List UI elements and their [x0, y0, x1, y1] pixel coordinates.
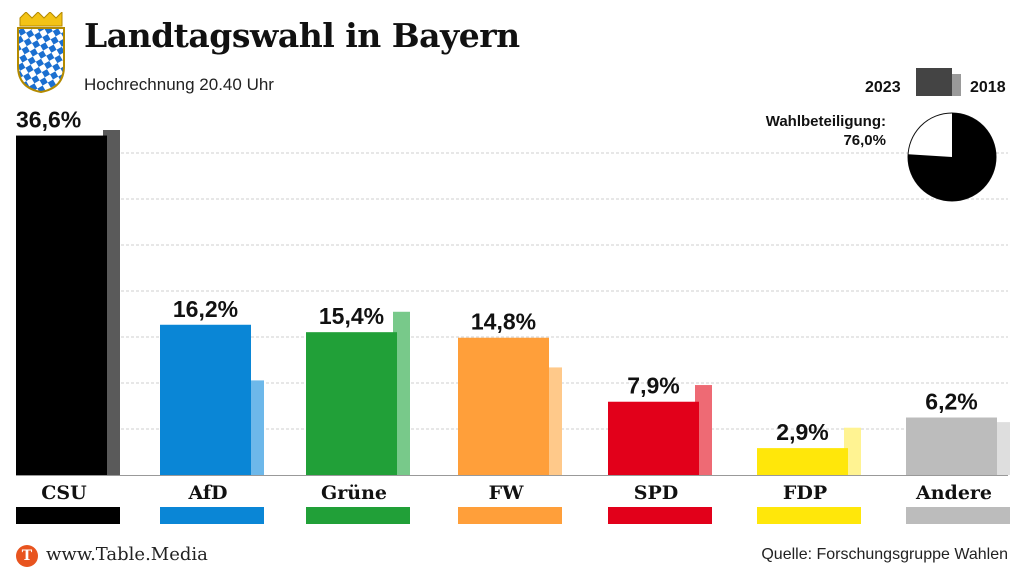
bar-2023-fw [458, 337, 549, 475]
bar-2018-fdp [844, 427, 861, 475]
footer-source: Quelle: Forschungsgruppe Wahlen [761, 546, 1008, 563]
bar-2023-grüne [306, 332, 397, 475]
page-subtitle: Hochrechnung 20.40 Uhr [84, 75, 274, 94]
bar-2023-andere [906, 417, 997, 475]
value-label-fw: 14,8% [471, 309, 536, 335]
legend-swatch-2023 [916, 68, 952, 96]
color-strip-fdp [757, 507, 861, 524]
bar-2018-afd [247, 380, 264, 475]
bar-2018-csu [103, 130, 120, 475]
category-label-afd: AfD [187, 482, 227, 504]
bar-2023-csu [16, 135, 107, 475]
pie-slice-turnout [908, 113, 996, 201]
value-label-afd: 16,2% [173, 296, 238, 322]
color-strip-spd [608, 507, 712, 524]
bar-2018-fw [545, 367, 562, 475]
value-label-andere: 6,2% [925, 389, 977, 415]
turnout-value: 76,0% [843, 132, 886, 149]
bar-2018-grüne [393, 311, 410, 475]
turnout-pie-chart [907, 112, 997, 202]
legend-swatch-2018 [952, 74, 961, 96]
category-label-fw: FW [489, 482, 524, 504]
turnout-label: Wahlbeteiligung: 76,0% [716, 112, 886, 150]
value-label-spd: 7,9% [627, 373, 679, 399]
bar-2023-spd [608, 401, 699, 475]
bar-2023-afd [160, 324, 251, 475]
bar-2018-spd [695, 385, 712, 475]
legend-label-2018: 2018 [970, 79, 1006, 96]
page-title: Landtagswahl in Bayern [84, 16, 520, 55]
color-strip-andere [906, 507, 1010, 524]
bavarian-crest-icon [17, 12, 65, 94]
value-label-csu: 36,6% [16, 107, 81, 133]
category-label-grüne: Grüne [321, 482, 387, 504]
footer-url[interactable]: www.Table.Media [46, 544, 208, 565]
color-strip-csu [16, 507, 120, 524]
bar-2018-andere [993, 422, 1010, 475]
category-label-csu: CSU [41, 482, 87, 504]
legend-label-2023: 2023 [865, 79, 901, 96]
category-label-spd: SPD [634, 482, 679, 504]
color-strip-grüne [306, 507, 410, 524]
header: Landtagswahl in Bayern Hochrechnung 20.4… [0, 0, 1024, 100]
category-label-andere: Andere [915, 482, 992, 504]
value-label-fdp: 2,9% [776, 419, 828, 445]
color-strip-fw [458, 507, 562, 524]
bar-2023-fdp [757, 448, 848, 475]
category-label-fdp: FDP [783, 482, 827, 504]
turnout-title: Wahlbeteiligung: [765, 113, 886, 130]
table-media-logo-icon: T [16, 545, 38, 567]
value-label-grüne: 15,4% [319, 303, 384, 329]
color-strip-afd [160, 507, 264, 524]
